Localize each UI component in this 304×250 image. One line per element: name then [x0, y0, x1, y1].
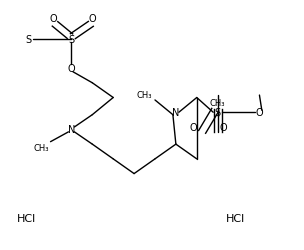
Text: O: O	[67, 64, 75, 74]
Text: CH₃: CH₃	[33, 143, 49, 152]
Text: S: S	[25, 34, 31, 44]
Text: HCl: HCl	[17, 213, 36, 223]
Text: S: S	[68, 34, 74, 44]
Text: O: O	[190, 122, 198, 132]
Text: CH₃: CH₃	[210, 98, 225, 107]
Text: O: O	[50, 14, 57, 24]
Text: HCl: HCl	[226, 213, 245, 223]
Text: O: O	[220, 122, 227, 132]
Text: S: S	[215, 108, 221, 118]
Text: O: O	[256, 108, 263, 118]
Text: N: N	[68, 125, 75, 135]
Text: O: O	[88, 14, 96, 24]
Text: CH₃: CH₃	[136, 90, 152, 99]
Text: N: N	[172, 108, 180, 118]
